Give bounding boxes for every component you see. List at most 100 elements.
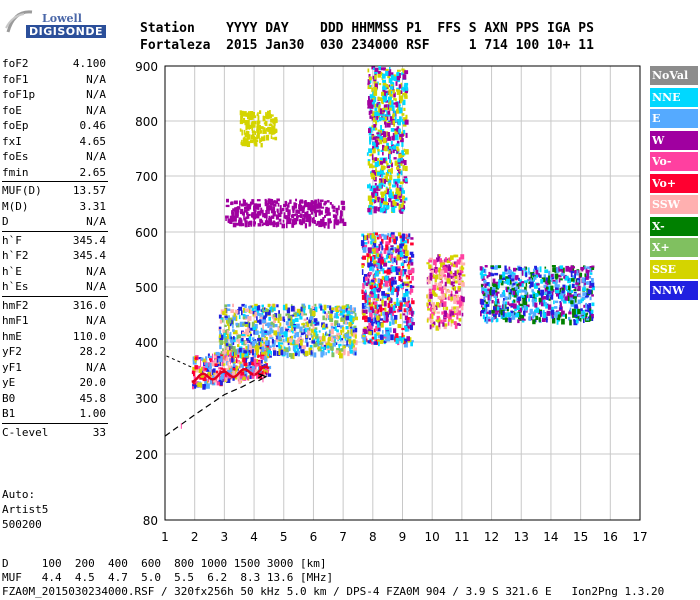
echo-point — [347, 308, 351, 312]
echo-point — [245, 365, 249, 368]
echo-point — [589, 296, 592, 301]
echo-point — [495, 290, 498, 293]
echo-point — [381, 303, 384, 307]
echo-point — [280, 316, 282, 321]
echo-point — [237, 365, 239, 369]
echo-point — [374, 245, 379, 249]
echo-point — [200, 382, 203, 388]
echo-point — [229, 221, 233, 224]
echo-point — [384, 307, 387, 312]
echo-point — [367, 301, 371, 305]
echo-point — [369, 94, 374, 99]
echo-point — [253, 211, 257, 214]
echo-point — [366, 152, 369, 156]
echo-point — [588, 285, 593, 289]
echo-point — [584, 282, 586, 286]
echo-point — [554, 283, 558, 288]
footer-distance: D 100 200 400 600 800 1000 1500 3000 [km… — [2, 557, 327, 570]
echo-point — [390, 292, 394, 296]
echo-point — [530, 281, 534, 287]
param-row: h`F2 345.4 — [2, 248, 106, 264]
echo-point — [247, 221, 250, 227]
echo-point — [370, 325, 373, 331]
echo-point — [377, 104, 381, 109]
echo-point — [454, 290, 459, 294]
echo-point — [277, 342, 280, 347]
echo-point — [219, 377, 223, 382]
echo-point — [327, 338, 330, 344]
echo-point — [516, 283, 520, 290]
echo-point — [502, 271, 506, 278]
echo-point — [391, 184, 396, 188]
echo-point — [268, 355, 272, 358]
echo-point — [256, 125, 259, 132]
echo-point — [568, 285, 571, 292]
param-value: N/A — [86, 150, 106, 163]
echo-point — [373, 242, 377, 248]
echo-point — [370, 312, 373, 319]
echo-point — [377, 258, 382, 263]
echo-point — [283, 203, 287, 208]
echo-point — [387, 246, 390, 250]
param-value: 13.57 — [72, 184, 106, 197]
echo-point — [254, 313, 256, 318]
echo-point — [371, 233, 375, 239]
echo-point — [588, 316, 590, 319]
profile-curve-upper — [166, 355, 192, 368]
echo-point — [374, 317, 378, 322]
echo-point — [389, 186, 391, 190]
echo-point — [438, 282, 441, 288]
echo-point — [403, 84, 408, 89]
echo-point — [245, 202, 248, 205]
echo-point — [432, 284, 437, 291]
echo-point — [399, 243, 403, 249]
echo-point — [268, 130, 272, 135]
echo-point — [230, 345, 234, 349]
echo-point — [394, 98, 397, 102]
echo-point — [325, 331, 328, 335]
echo-point — [535, 315, 539, 320]
echo-point — [291, 222, 295, 228]
echo-point — [309, 216, 312, 223]
echo-point — [387, 252, 390, 255]
param-value: N/A — [86, 103, 106, 117]
echo-point — [314, 327, 318, 330]
echo-point — [485, 291, 489, 297]
echo-point — [384, 270, 388, 274]
echo-point — [369, 293, 371, 297]
echo-point — [403, 148, 406, 152]
echo-point — [485, 311, 489, 314]
echo-point — [458, 310, 461, 316]
echo-point — [267, 323, 270, 328]
echo-point — [254, 345, 259, 351]
echo-point — [384, 87, 387, 90]
echo-point — [220, 353, 223, 357]
echo-point — [405, 132, 408, 138]
echo-point — [260, 313, 262, 317]
echo-point — [270, 351, 272, 356]
echo-point — [447, 272, 451, 278]
echo-point — [273, 330, 278, 336]
echo-point — [377, 71, 382, 75]
echo-point — [544, 316, 548, 320]
echo-point — [379, 97, 382, 101]
echo-point — [266, 308, 269, 312]
echo-point — [339, 312, 344, 316]
echo-point — [231, 340, 233, 346]
echo-point — [332, 342, 336, 347]
echo-point — [446, 260, 450, 264]
echo-point — [192, 356, 195, 362]
echo-point — [264, 213, 268, 219]
echo-point — [314, 329, 317, 333]
echo-point — [277, 326, 280, 332]
echo-point — [373, 80, 377, 84]
echo-point — [224, 324, 227, 327]
echo-point — [395, 143, 400, 147]
echo-point — [347, 351, 350, 357]
echo-point — [342, 221, 347, 226]
echo-point — [400, 262, 404, 266]
echo-point — [398, 84, 402, 89]
echo-point — [263, 349, 268, 353]
echo-point — [367, 82, 370, 86]
echo-point — [507, 286, 511, 293]
